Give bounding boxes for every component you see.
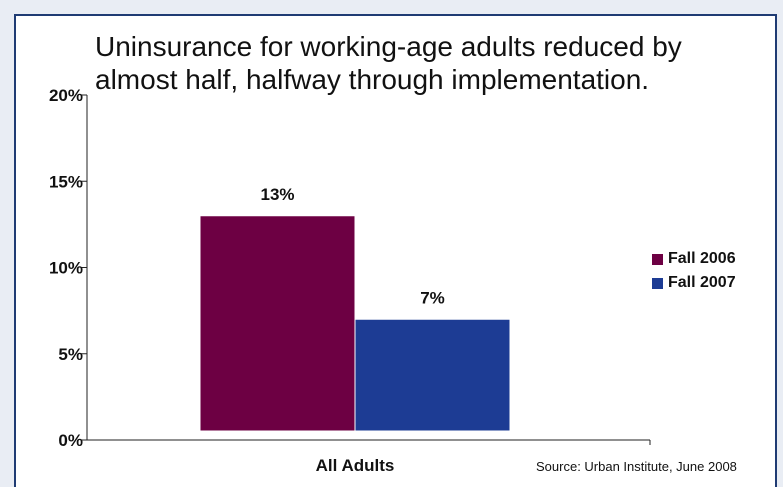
source-note: Source: Urban Institute, June 2008 [536,459,737,474]
y-tick-label: 5% [58,345,83,364]
bar-fall-2007 [354,318,511,432]
legend-item-fall-2006: Fall 2006 [652,250,736,268]
legend-label-fall-2007: Fall 2007 [668,274,736,291]
data-label: 13% [260,185,294,204]
chart-title: Uninsurance for working-age adults reduc… [95,31,682,95]
x-category-label: All Adults [316,456,395,475]
labels: 0% 5% 10% 15% 20% 13% 7% All Adults [49,86,445,475]
data-label: 7% [420,288,445,307]
legend-swatch-fall-2006 [652,253,663,265]
y-tick-label: 0% [58,431,83,450]
legend: Fall 2006 Fall 2007 [652,250,736,298]
legend-label-fall-2006: Fall 2006 [668,250,736,267]
axes [81,94,651,445]
y-tick-label: 20% [49,86,83,105]
slide-background [4,0,779,487]
y-tick-label: 10% [49,259,83,278]
bars [199,215,511,432]
legend-item-fall-2007: Fall 2007 [652,274,736,292]
y-tick-label: 15% [49,172,83,191]
bar-fall-2006 [199,215,356,432]
legend-swatch-fall-2007 [652,277,663,289]
